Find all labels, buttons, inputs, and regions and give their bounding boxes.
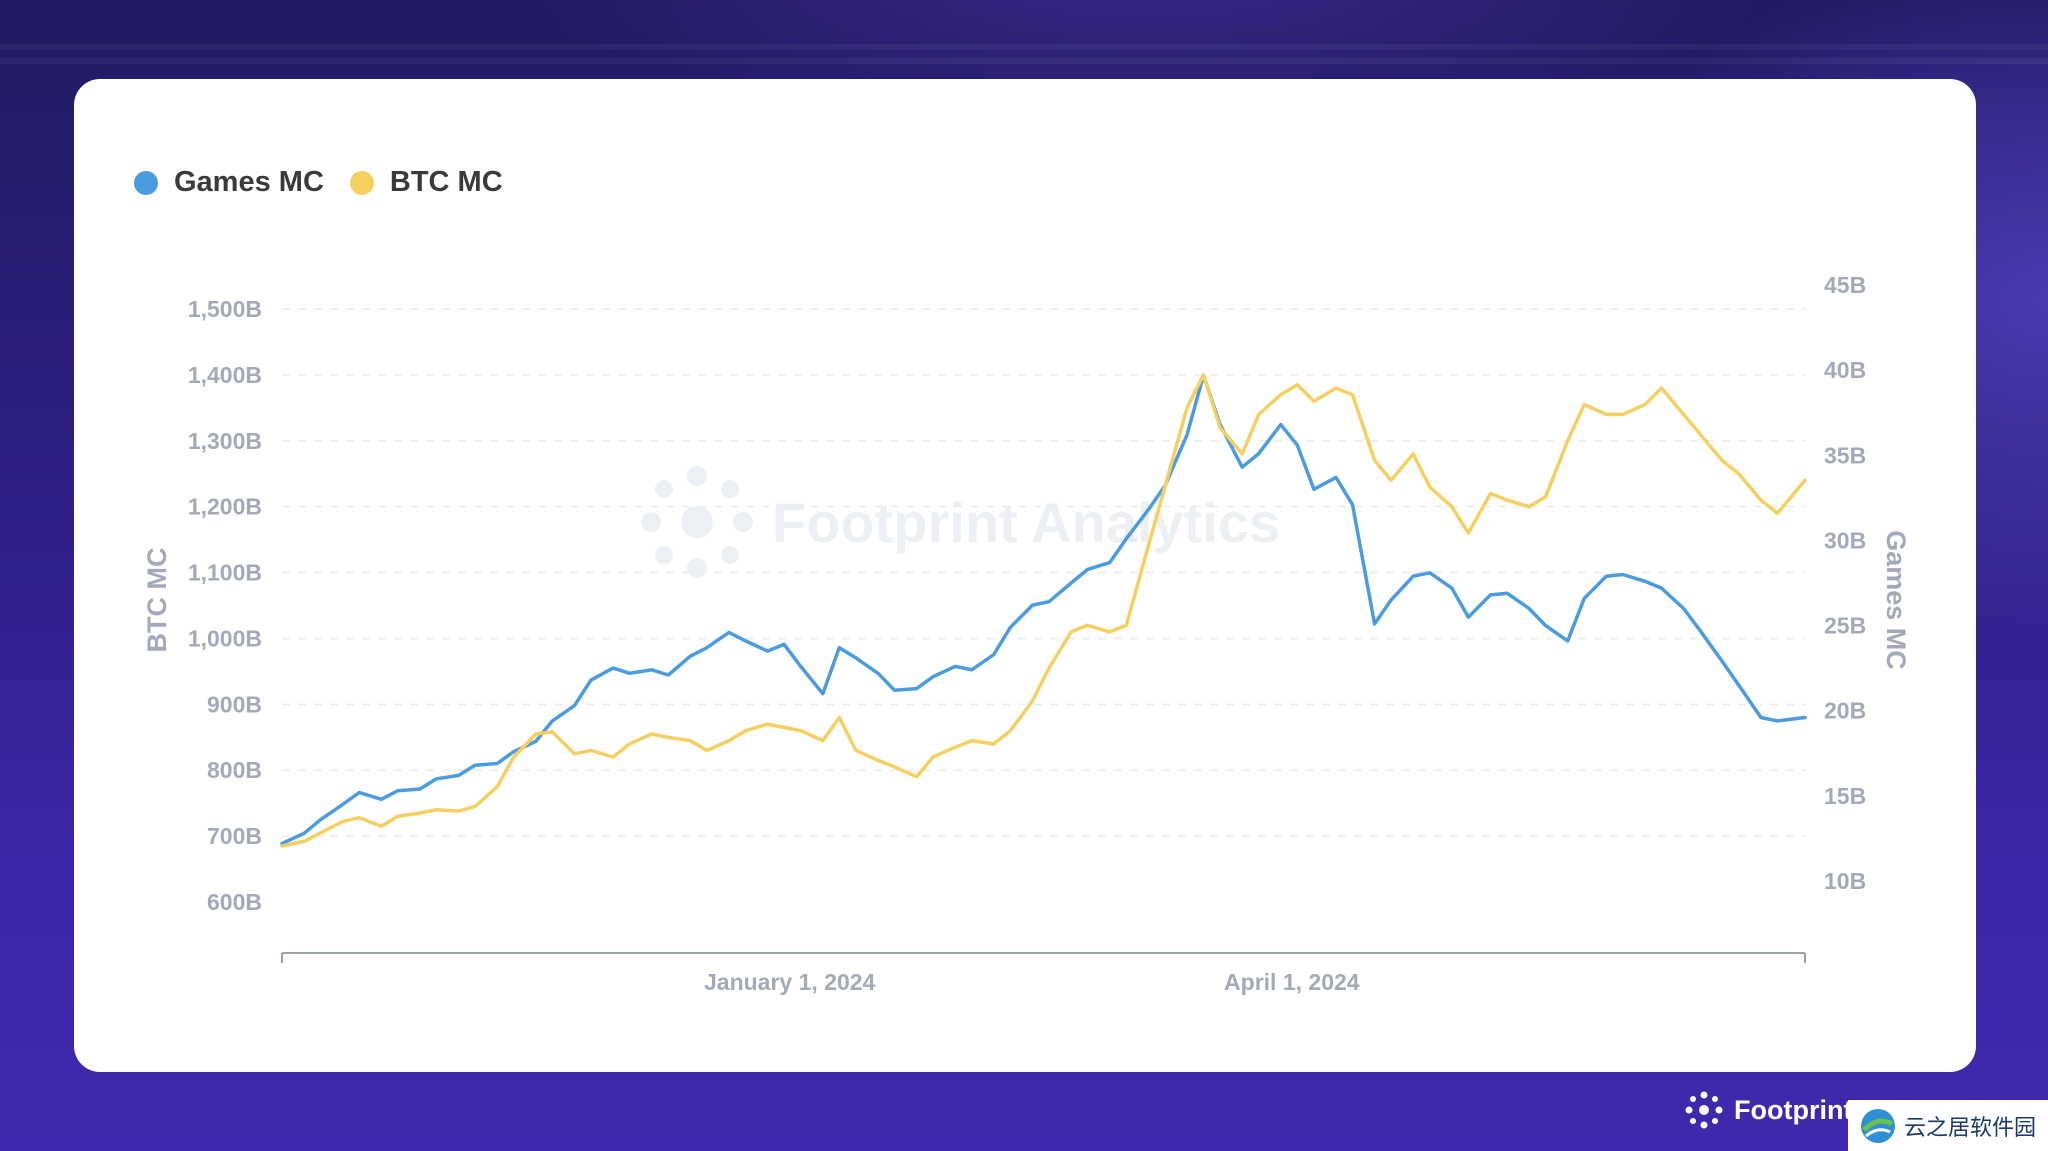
legend: Games MC BTC MC (134, 166, 529, 199)
footprint-brand-name: Footprint (1734, 1094, 1853, 1125)
series-line-btc-mc (280, 373, 1807, 848)
legend-label-games-mc: Games MC (174, 166, 324, 198)
left-axis-tick-label: 600B (207, 889, 262, 915)
right-axis-tick-label: 35B (1824, 442, 1866, 468)
site-badge-text: 云之居软件园 (1904, 1115, 2037, 1141)
right-axis-tick-label: 10B (1824, 868, 1866, 894)
right-axis-tick-label: 25B (1824, 613, 1866, 639)
left-axis-tick-label: 1,200B (188, 494, 262, 520)
watermark-text: Footprint Analytics (772, 491, 1280, 554)
right-axis-title: Games MC (1881, 530, 1911, 670)
left-axis-tick-label: 1,500B (188, 296, 262, 322)
left-axis-tick-label: 1,300B (188, 428, 262, 454)
footprint-logo-mark (641, 466, 753, 578)
legend-item-games-mc[interactable]: Games MC (134, 166, 324, 199)
legend-item-btc-mc[interactable]: BTC MC (349, 166, 503, 199)
right-axis-tick-label: 15B (1824, 783, 1866, 809)
watermark: Footprint Analytics (641, 466, 1280, 578)
right-axis-tick-label: 20B (1824, 698, 1866, 724)
footprint-brand: Footprint (1682, 1088, 1852, 1132)
left-axis-tick-label: 900B (207, 691, 262, 717)
right-axis-tick-label: 45B (1824, 272, 1866, 298)
right-axis-tick-label: 40B (1824, 357, 1866, 383)
left-axis-tick-label: 800B (207, 757, 262, 783)
left-axis-tick-label: 1,400B (188, 362, 262, 388)
legend-dot-btc-mc (349, 170, 374, 195)
right-axis-tick-label: 30B (1824, 527, 1866, 553)
background-streak (0, 58, 2048, 64)
site-badge: 云之居软件园 (1848, 1100, 2048, 1151)
background-streak (0, 44, 2048, 50)
legend-label-btc-mc: BTC MC (389, 166, 503, 198)
left-axis-tick-label: 700B (207, 823, 262, 849)
site-logo-icon (1861, 1108, 1895, 1143)
legend-dot-games-mc (134, 170, 158, 195)
x-axis-tick-label: January 1, 2024 (704, 969, 876, 995)
x-axis-tick-label: April 1, 2024 (1224, 969, 1360, 995)
chart-card (74, 79, 1976, 1072)
footprint-logo-icon (1685, 1091, 1723, 1129)
left-axis-tick-label: 1,100B (188, 560, 262, 586)
left-axis-tick-label: 1,000B (188, 625, 262, 651)
series-line-games-mc (280, 373, 1807, 846)
left-axis-title: BTC MC (142, 548, 172, 653)
